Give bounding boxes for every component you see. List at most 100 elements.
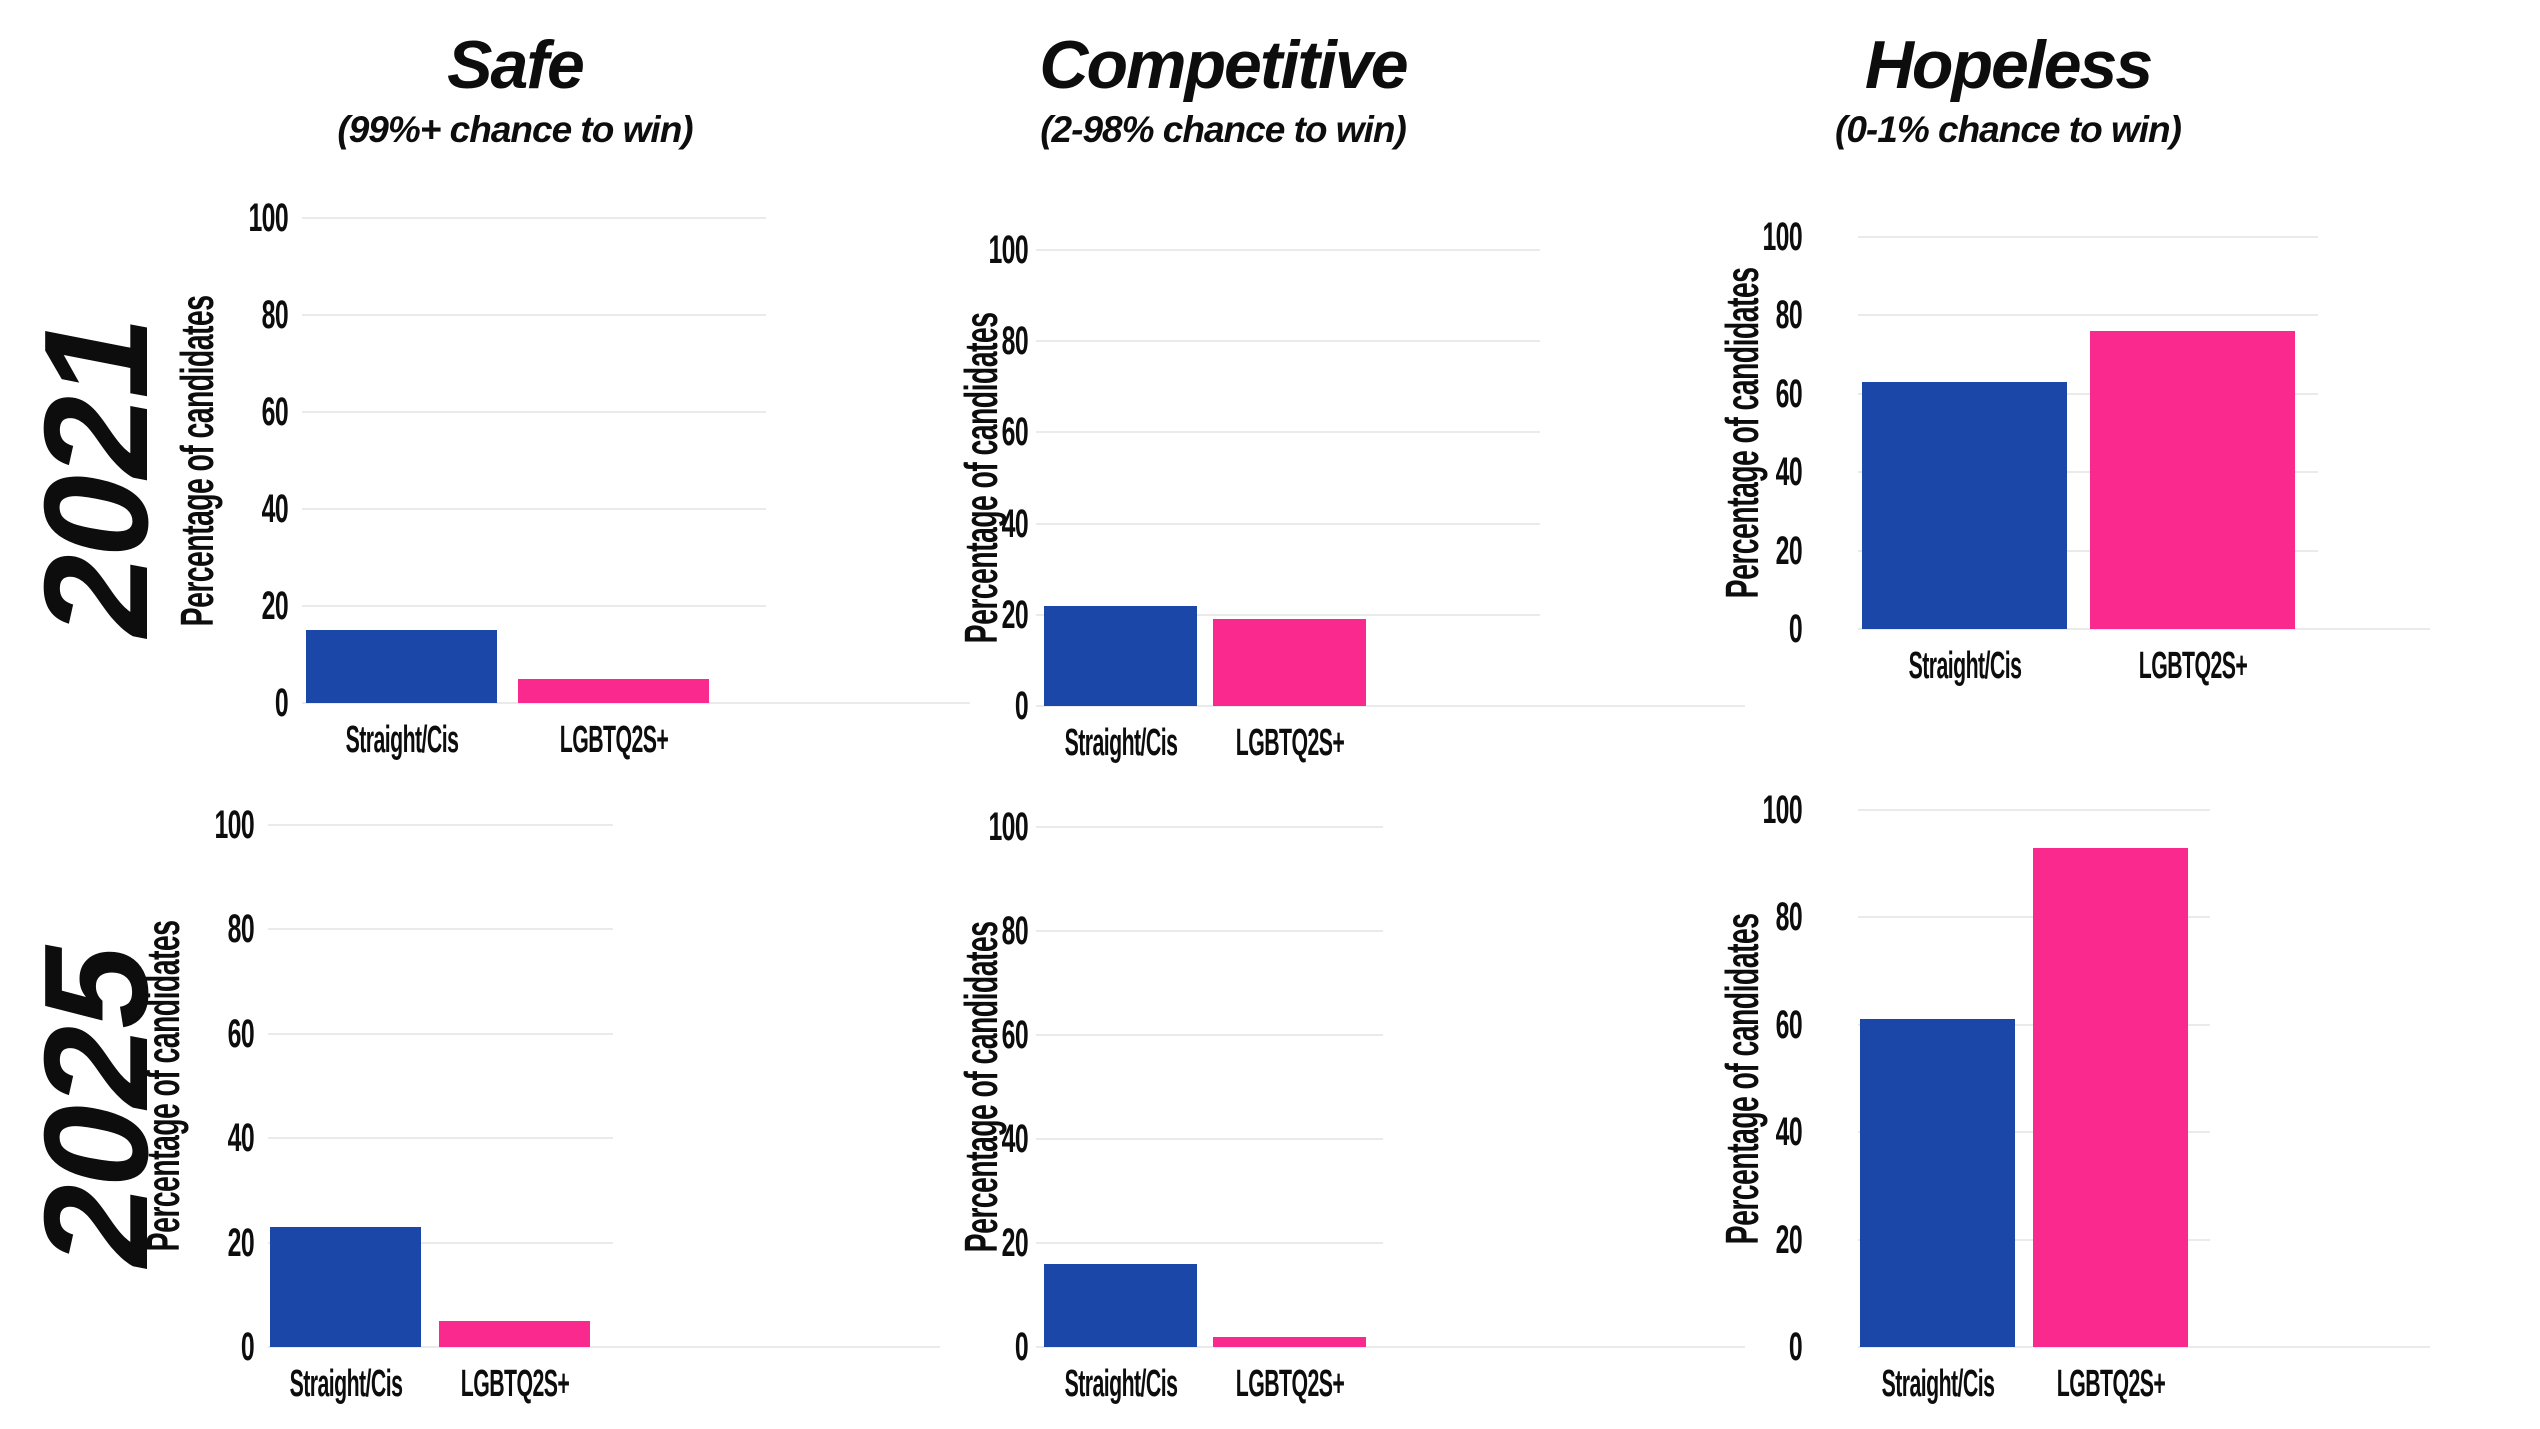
column-title: Hopeless [1864, 27, 2153, 103]
gridline [1036, 930, 1383, 932]
gridline [1036, 340, 1540, 343]
y-tick-label: 60 [261, 390, 289, 434]
y-tick-label: 40 [1775, 1110, 1803, 1155]
gridline [1858, 314, 2318, 317]
gridline [268, 1137, 613, 1140]
x-category-label: Straight/Cis [345, 719, 458, 761]
x-category-label: Straight/Cis [289, 1363, 402, 1405]
gridline [1036, 826, 1383, 828]
y-tick-label: 20 [1775, 528, 1803, 573]
gridline [1858, 809, 2210, 811]
column-subtitle: (0-1% chance to win) [1835, 109, 2182, 151]
y-tick-label: 0 [274, 681, 289, 725]
x-axis-baseline [302, 702, 970, 704]
y-tick-label: 40 [1001, 1117, 1029, 1161]
y-axis-label: Percentage of candidates [137, 920, 189, 1252]
gridline [302, 605, 766, 607]
gridline [1858, 392, 2318, 395]
x-category-label: LGBTQ2S+ [1235, 722, 1344, 764]
gridline [1036, 1138, 1383, 1140]
x-category-label: LGBTQ2S+ [559, 719, 668, 761]
gridline [1858, 236, 2318, 238]
y-tick-label: 60 [1001, 1013, 1029, 1057]
x-category-label: Straight/Cis [1908, 645, 2021, 687]
y-tick-label: 60 [1001, 410, 1029, 455]
y-tick-label: 100 [988, 805, 1028, 849]
bar-lgbtq2s-plus [439, 1320, 590, 1347]
y-tick-label: 80 [1775, 293, 1803, 338]
x-category-label: Straight/Cis [1064, 722, 1177, 764]
bar-lgbtq2s-plus [1213, 619, 1366, 706]
column-title: Safe [447, 27, 585, 103]
y-tick-label: 20 [261, 584, 289, 628]
x-axis-baseline [1036, 705, 1745, 707]
y-tick-label: 0 [1788, 1325, 1803, 1369]
y-tick-label: 20 [1001, 592, 1029, 637]
gridline [1036, 249, 1540, 251]
bar-straight-cis [270, 1226, 421, 1347]
column-title: Competitive [1039, 27, 1408, 103]
y-tick-label: 20 [1001, 1221, 1029, 1265]
gridline [268, 928, 613, 931]
column-header-hopeless: Hopeless (0-1% chance to win) [1835, 27, 2182, 151]
x-category-label: Straight/Cis [1881, 1363, 1994, 1405]
column-subtitle: (2-98% chance to win) [1040, 109, 1407, 151]
y-tick-label: 100 [248, 196, 288, 240]
y-tick-label: 0 [1014, 684, 1029, 728]
chart-2021-safe: 0 20 40 60 80 100 Straight/Cis LGBTQ2S+ Percenta… [171, 196, 970, 761]
gridline [1036, 522, 1540, 525]
chart-2025-hopeless: 0 20 40 60 80 100 Straight/Cis LGBTQ2S+ Percenta… [1716, 788, 2430, 1405]
gridline [268, 824, 613, 826]
chart-2025-safe: 0 20 40 60 80 100 Straight/Cis LGBTQ2S+ Percenta… [137, 803, 940, 1405]
y-tick-label: 80 [227, 907, 255, 952]
bar-lgbtq2s-plus [518, 678, 709, 703]
x-axis-baseline [268, 1346, 940, 1348]
y-tick-label: 100 [214, 803, 254, 847]
x-category-label: LGBTQ2S+ [2138, 645, 2247, 687]
y-tick-label: 40 [261, 487, 289, 531]
x-category-label: LGBTQ2S+ [2056, 1363, 2165, 1405]
column-subtitle: (99%+ chance to win) [337, 109, 693, 151]
x-category-label: LGBTQ2S+ [460, 1363, 569, 1405]
y-tick-label: 80 [1001, 319, 1029, 364]
gridline [1036, 613, 1540, 616]
y-tick-label: 40 [227, 1116, 255, 1161]
gridline [1858, 471, 2318, 474]
y-tick-label: 40 [1775, 450, 1803, 495]
y-tick-label: 20 [227, 1220, 255, 1265]
bar-lgbtq2s-plus [1213, 1336, 1366, 1347]
column-header-safe: Safe (99%+ chance to win) [337, 27, 693, 151]
y-tick-label: 60 [1775, 371, 1803, 416]
bar-straight-cis [1860, 1019, 2015, 1347]
y-tick-label: 60 [1775, 1002, 1803, 1047]
gridline [302, 314, 766, 316]
y-tick-label: 80 [1001, 909, 1029, 953]
x-axis-baseline [1858, 628, 2430, 630]
gridline [302, 411, 766, 413]
gridline [1036, 1242, 1383, 1244]
x-category-label: Straight/Cis [1064, 1363, 1177, 1405]
y-tick-label: 100 [988, 228, 1028, 272]
x-axis-baseline [1858, 1346, 2430, 1348]
chart-2025-competitive: 0 20 40 60 80 100 Straight/Cis LGBTQ2S+ Percenta… [955, 805, 1745, 1405]
y-tick-label: 0 [1788, 607, 1803, 651]
gridline [268, 1241, 613, 1244]
y-tick-label: 0 [240, 1325, 255, 1369]
x-category-label: LGBTQ2S+ [1235, 1363, 1344, 1405]
chart-2021-hopeless: 0 20 40 60 80 100 Straight/Cis LGBTQ2S+ Percenta… [1716, 215, 2430, 687]
gridline [1036, 1034, 1383, 1036]
y-axis-label: Percentage of candidates [955, 921, 1007, 1253]
gridline [1036, 431, 1540, 434]
bar-lgbtq2s-plus [2090, 331, 2295, 629]
gridline [1858, 549, 2318, 552]
y-tick-label: 60 [227, 1011, 255, 1056]
bar-lgbtq2s-plus [2033, 847, 2188, 1347]
gridline [268, 1032, 613, 1035]
y-axis-label: Percentage of candidates [1716, 913, 1768, 1244]
bar-straight-cis [306, 630, 497, 703]
bar-straight-cis [1044, 1263, 1197, 1347]
y-tick-label: 20 [1775, 1217, 1803, 1262]
bar-straight-cis [1044, 605, 1197, 706]
row-label-2021: 2021 [14, 319, 179, 637]
